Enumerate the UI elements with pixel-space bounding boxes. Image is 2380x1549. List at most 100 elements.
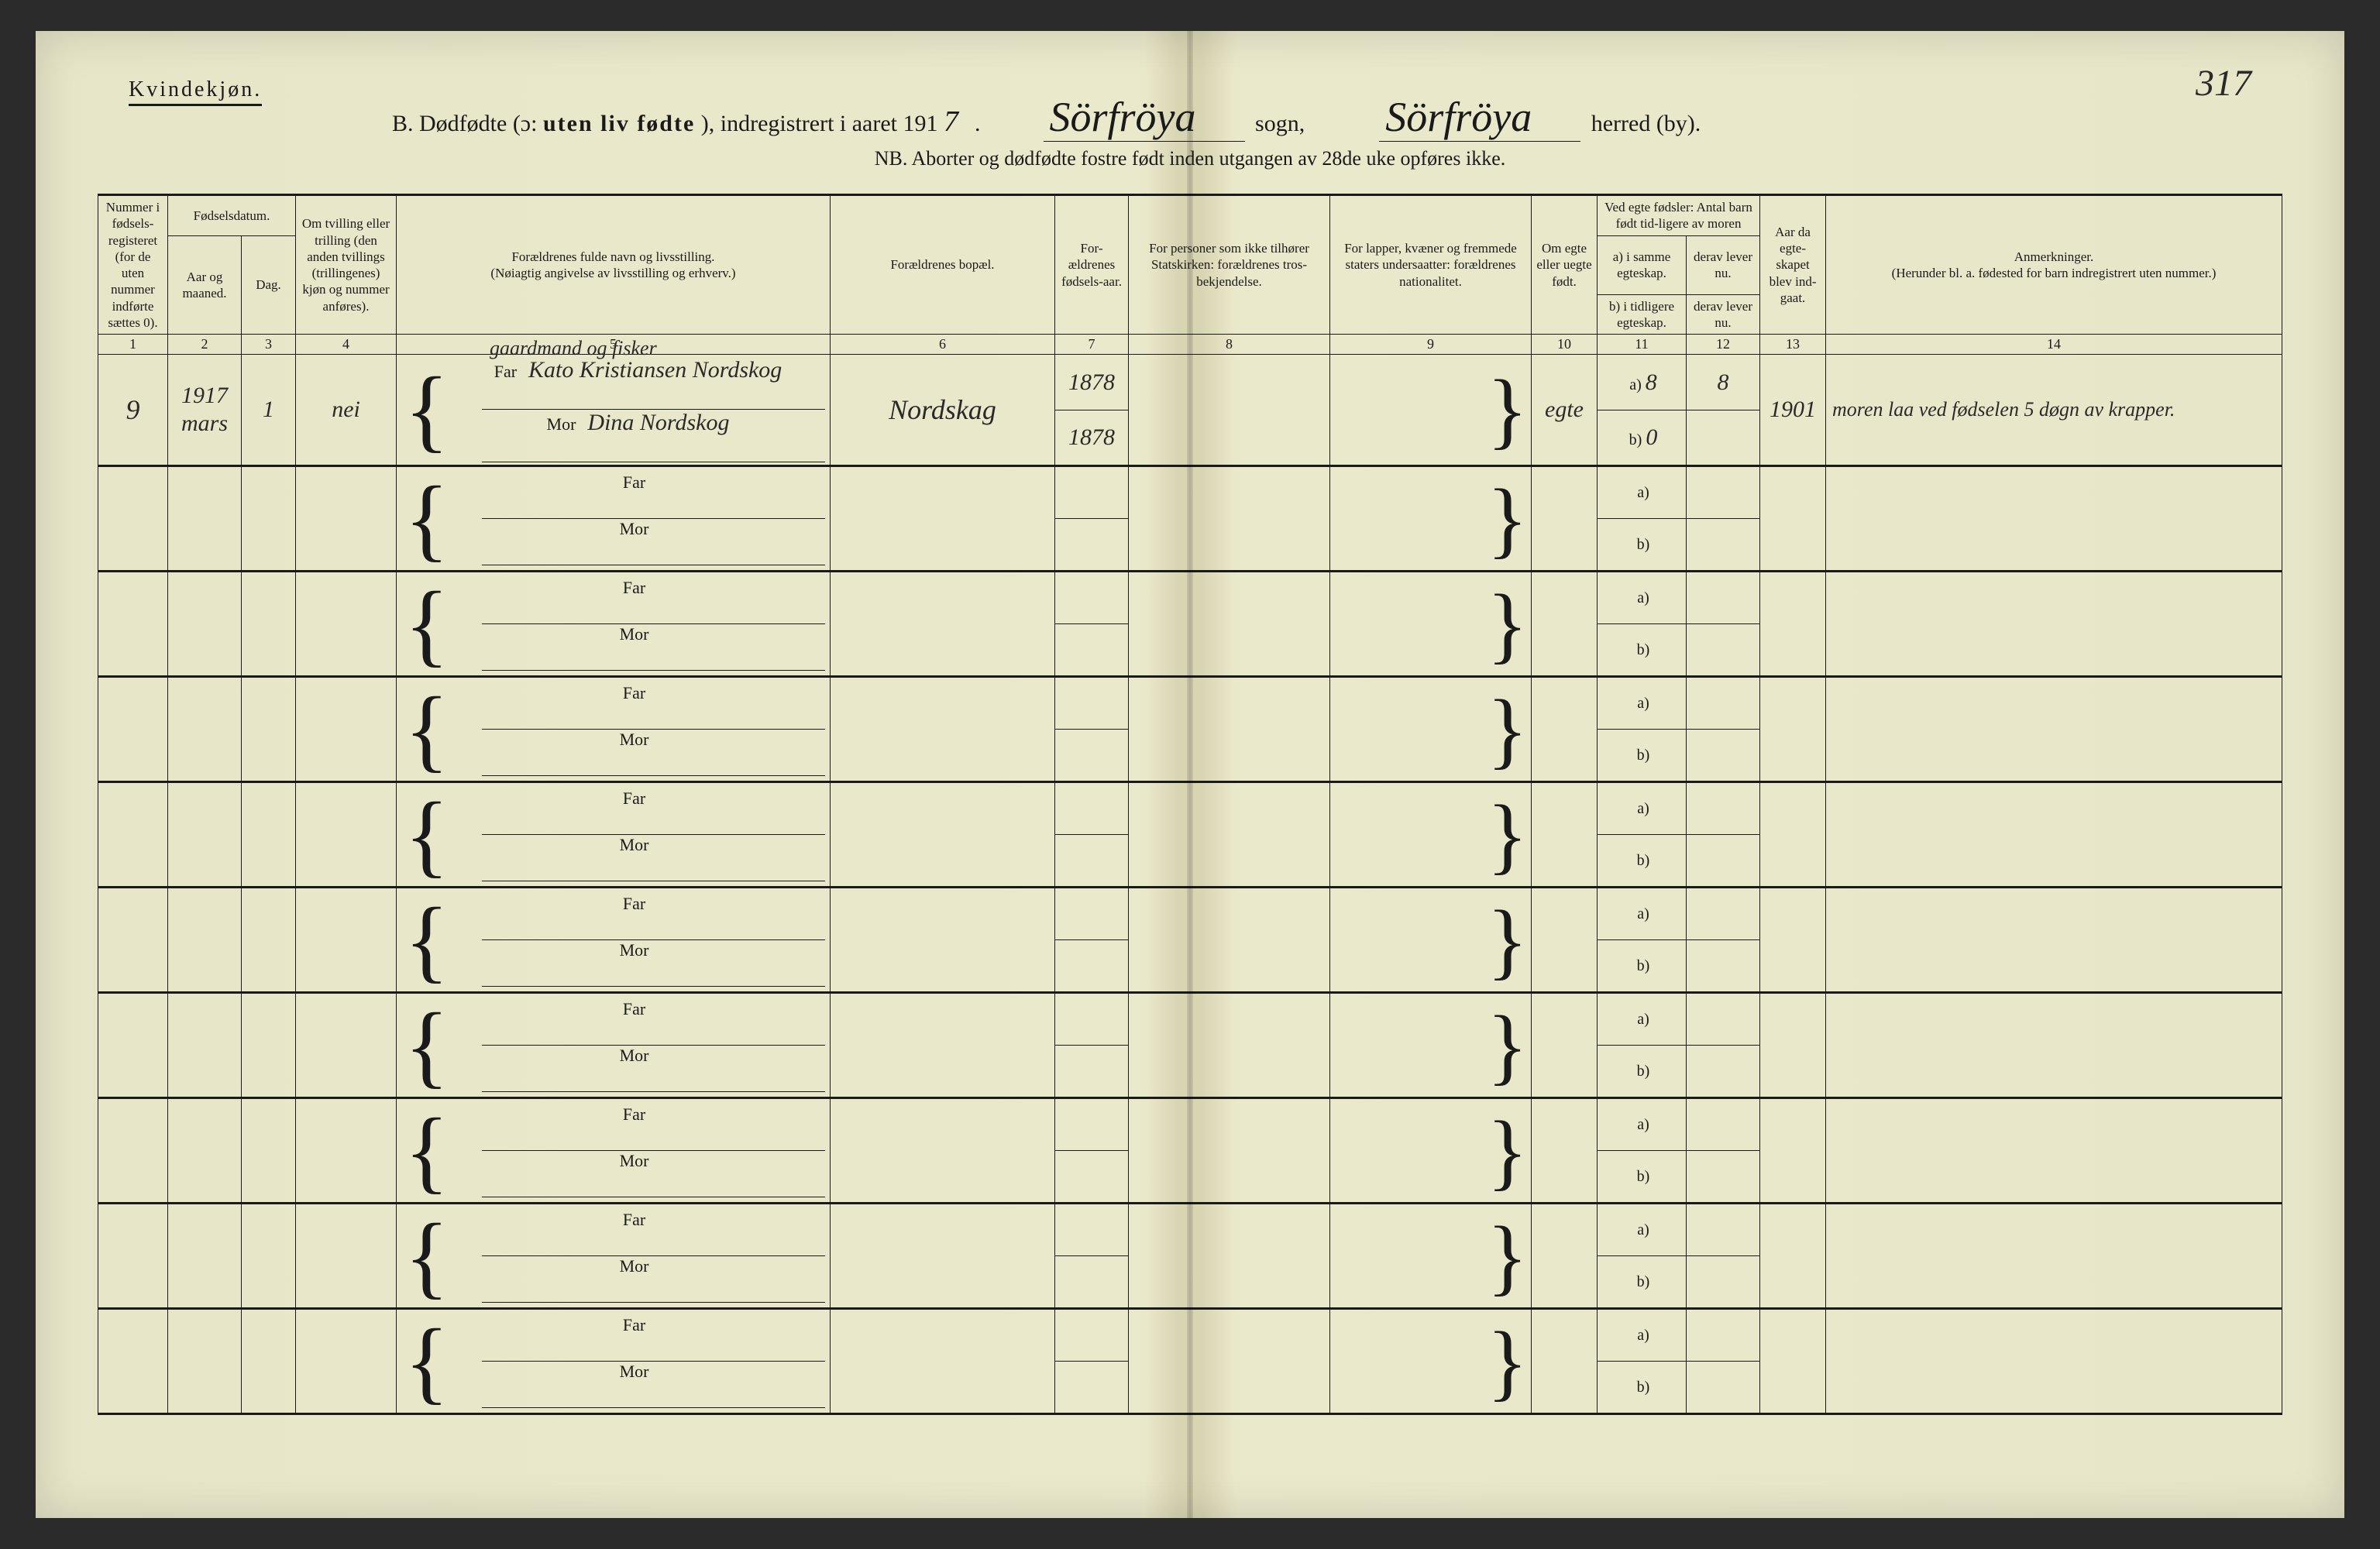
h-col11a: a) i samme egteskap. — [1598, 235, 1687, 294]
mor-label: Mor — [620, 730, 649, 749]
colnum: 7 — [1055, 335, 1129, 355]
h-col14: Anmerkninger. (Herunder bl. a. fødested … — [1826, 195, 2282, 335]
entry-father-birth: 1878 — [1055, 355, 1129, 410]
gender-label: Kvindekjøn. — [129, 77, 262, 106]
entry-remark: moren laa ved fødselen 5 døgn av krapper… — [1826, 355, 2282, 466]
h-col2a: Aar og maaned. — [168, 235, 242, 335]
entry-religion — [1129, 355, 1330, 466]
far-label: Far — [623, 683, 645, 702]
far-label: Far — [623, 1210, 645, 1229]
entry-twin: nei — [296, 355, 397, 466]
title-year-hand: 7 — [944, 105, 975, 139]
mor-label: Mor — [620, 1151, 649, 1170]
far-label: Far — [623, 472, 645, 492]
mor-label: Mor — [620, 1362, 649, 1381]
colnum: 10 — [1532, 335, 1598, 355]
blank-row-far: {FarMor}a) — [98, 572, 2282, 624]
herred-label: herred (by). — [1591, 111, 1701, 136]
entry-a-same: a) 8 — [1598, 355, 1687, 410]
sogn-label: sogn, — [1255, 111, 1305, 136]
far-label: Far — [494, 362, 517, 381]
mor-label: Mor — [547, 414, 576, 434]
blank-row-far: {FarMor}a) — [98, 677, 2282, 730]
entry-mother-birth: 1878 — [1055, 410, 1129, 466]
entry-legit: egte — [1532, 355, 1598, 466]
h-col11b: b) i tidligere egteskap. — [1598, 294, 1687, 335]
entry-father: Kato Kristiansen Nordskog — [528, 357, 782, 383]
entry-b-prev-val: 0 — [1646, 424, 1657, 450]
title-prefix: B. Dødfødte (ɔ: — [392, 111, 543, 136]
blank-row-far: {FarMor}a) — [98, 1098, 2282, 1151]
far-label: Far — [623, 1315, 645, 1334]
entry-b-now — [1687, 410, 1760, 466]
mor-label: Mor — [620, 624, 649, 644]
mor-label: Mor — [620, 1046, 649, 1065]
table-head: Nummer i fødsels-registeret (for de uten… — [98, 195, 2282, 355]
blank-row-far: {FarMor}a) — [98, 993, 2282, 1046]
ab-b-label: b) — [1629, 431, 1642, 448]
colnum: 1 — [98, 335, 168, 355]
colnum: 4 — [296, 335, 397, 355]
h-col2b: Dag. — [242, 235, 296, 335]
entry-num: 9 — [98, 355, 168, 466]
colnum: 11 — [1598, 335, 1687, 355]
blank-row-far: {FarMor}a) — [98, 466, 2282, 519]
far-label: Far — [623, 578, 645, 597]
entry-parents: { gaardmand og fisker Far Kato Kristians… — [397, 355, 831, 466]
mor-label: Mor — [620, 835, 649, 854]
h-col8: For personer som ikke tilhører Statskirk… — [1129, 195, 1330, 335]
h-col10: Om egte eller uegte født. — [1532, 195, 1598, 335]
colnum: 13 — [1760, 335, 1826, 355]
title-line: B. Dødfødte (ɔ: uten liv fødte ), indreg… — [392, 93, 2251, 142]
h-col12a: derav lever nu. — [1687, 235, 1760, 294]
register-table: Nummer i fødsels-registeret (for de uten… — [98, 194, 2282, 1415]
nb-line: NB. Aborter og dødfødte fostre født inde… — [98, 147, 2282, 170]
h-col7: For-ældrenes fødsels-aar. — [1055, 195, 1129, 335]
blank-row-far: {FarMor}a) — [98, 888, 2282, 940]
far-label: Far — [623, 894, 645, 913]
h-col9: For lapper, kvæner og fremmede staters u… — [1330, 195, 1532, 335]
entry-residence: Nordskag — [831, 355, 1055, 466]
herred-hand: Sörfröya — [1379, 93, 1580, 142]
far-label: Far — [623, 788, 645, 808]
mor-label: Mor — [620, 940, 649, 960]
sogn-hand: Sörfröya — [1044, 93, 1245, 142]
entry-year-month: 1917 mars — [168, 355, 242, 466]
colnum: 2 — [168, 335, 242, 355]
ab-a-label: a) — [1629, 376, 1642, 393]
entry-occupation: gaardmand og fisker — [490, 337, 657, 360]
entry-marriage-year: 1901 — [1760, 355, 1826, 466]
entry-mother: Dina Nordskog — [587, 410, 729, 435]
blank-row-far: {FarMor}a) — [98, 782, 2282, 835]
mor-label: Mor — [620, 1256, 649, 1276]
colnum: 8 — [1129, 335, 1330, 355]
colnum: 12 — [1687, 335, 1760, 355]
header-area: Kvindekjøn. B. Dødfødte (ɔ: uten liv fød… — [98, 77, 2282, 186]
mor-label: Mor — [620, 519, 649, 538]
column-number-row: 1 2 3 4 5 6 7 8 9 10 11 12 13 14 — [98, 335, 2282, 355]
colnum: 9 — [1330, 335, 1532, 355]
entry-row-far: 9 1917 mars 1 nei { gaardmand og fisker … — [98, 355, 2282, 410]
title-mid: ), indregistrert i aaret 191 — [701, 111, 938, 136]
h-col2-top: Fødselsdatum. — [168, 195, 296, 236]
entry-nationality: } — [1330, 355, 1532, 466]
h-col5: Forældrenes fulde navn og livsstilling. … — [397, 195, 831, 335]
h-col1: Nummer i fødsels-registeret (for de uten… — [98, 195, 168, 335]
h-col12b: derav lever nu. — [1687, 294, 1760, 335]
h-col4: Om tvilling eller trilling (den anden tv… — [296, 195, 397, 335]
colnum: 14 — [1826, 335, 2282, 355]
colnum: 3 — [242, 335, 296, 355]
colnum: 6 — [831, 335, 1055, 355]
register-page: 317 Kvindekjøn. B. Dødfødte (ɔ: uten liv… — [36, 31, 2344, 1518]
far-label: Far — [623, 1104, 645, 1124]
entry-day: 1 — [242, 355, 296, 466]
h-col13: Aar da egte-skapet blev ind-gaat. — [1760, 195, 1826, 335]
blank-row-far: {FarMor}a) — [98, 1204, 2282, 1256]
entry-a-same-val: 8 — [1646, 369, 1657, 395]
entry-b-prev: b) 0 — [1598, 410, 1687, 466]
h-col11-top: Ved egte fødsler: Antal barn født tid-li… — [1598, 195, 1760, 236]
far-label: Far — [623, 999, 645, 1018]
table-body: 9 1917 mars 1 nei { gaardmand og fisker … — [98, 355, 2282, 1414]
blank-row-far: {FarMor}a) — [98, 1309, 2282, 1362]
title-bold: uten liv fødte — [543, 111, 695, 136]
